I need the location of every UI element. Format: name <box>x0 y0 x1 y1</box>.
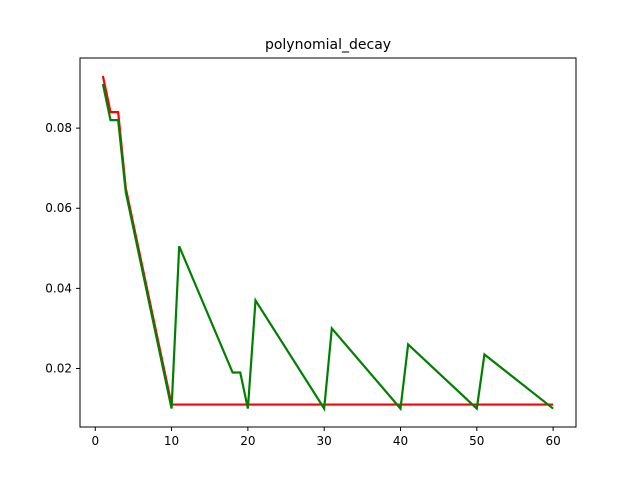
y-axis: 0.02 0.04 0.06 0.08 <box>45 121 80 376</box>
x-tick-label: 10 <box>164 434 179 448</box>
y-tick-label: 0.06 <box>45 201 72 215</box>
x-tick-label: 30 <box>317 434 332 448</box>
series-line-1 <box>101 83 554 412</box>
x-tick-label: 20 <box>240 434 255 448</box>
series-line-0 <box>101 75 554 406</box>
x-tick-label: 40 <box>393 434 408 448</box>
y-tick-label: 0.02 <box>45 362 72 376</box>
x-tick-label: 0 <box>91 434 99 448</box>
y-tick-label: 0.08 <box>45 121 72 135</box>
plot-frame <box>79 57 577 428</box>
x-tick-label: 50 <box>469 434 484 448</box>
series-layer <box>101 75 554 412</box>
x-tick-label: 60 <box>545 434 560 448</box>
x-axis: 0 10 20 30 40 50 60 <box>91 427 561 448</box>
y-tick-label: 0.04 <box>45 281 72 295</box>
chart-title: polynomial_decay <box>265 37 391 53</box>
